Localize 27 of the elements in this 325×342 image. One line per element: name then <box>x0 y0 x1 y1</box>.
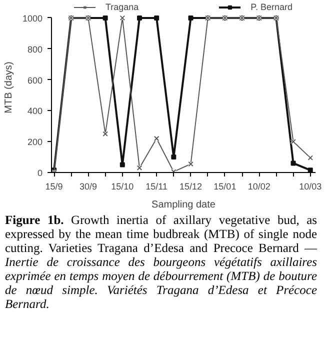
y-tick-label: 400 <box>27 106 43 116</box>
x-tick-label: 10/02 <box>248 182 270 192</box>
y-tick-label: 1000 <box>22 13 43 24</box>
point <box>188 15 194 20</box>
y-axis-title: MTB (days) <box>3 62 14 114</box>
x-tick-label: 10/03 <box>299 182 322 192</box>
y-tick-label: 0 <box>37 168 43 178</box>
point <box>137 15 142 20</box>
y-tick-label: 200 <box>27 137 43 148</box>
point <box>171 154 176 160</box>
x-tick-label: 15/12 <box>180 182 202 192</box>
point <box>102 15 108 20</box>
x-tick-label: 30/9 <box>79 182 98 192</box>
point <box>120 162 125 168</box>
point <box>290 160 296 166</box>
x-tick-label: 15/10 <box>111 182 134 192</box>
caption: Figure 1b. Growth inertia of axillary vegetative bud, as expressed by the mean time budbreak (MTB) of single node cutting. Varieties Tragana d’Edesa and Precoce Bernard — Inertie de croissance des bourgeons végétatifs axillaires exprimée en temps moyen de débourrement (MTB) de bouture de nœud simple. Variétés Tragana d’Edesa et Précoce Bernard. <box>5 213 317 311</box>
legend-label: P. Bernard <box>250 2 293 12</box>
x-tick-label: 15/9 <box>45 182 63 192</box>
point <box>154 15 160 20</box>
x-axis-title: Sampling date <box>152 200 216 210</box>
x-tick-label: 15/01 <box>214 182 236 192</box>
point <box>308 168 313 172</box>
y-tick-label: 800 <box>27 44 43 54</box>
legend-label: Tragana <box>105 2 139 12</box>
x-tick-label: 15/11 <box>146 182 168 192</box>
y-tick-label: 600 <box>27 75 43 86</box>
